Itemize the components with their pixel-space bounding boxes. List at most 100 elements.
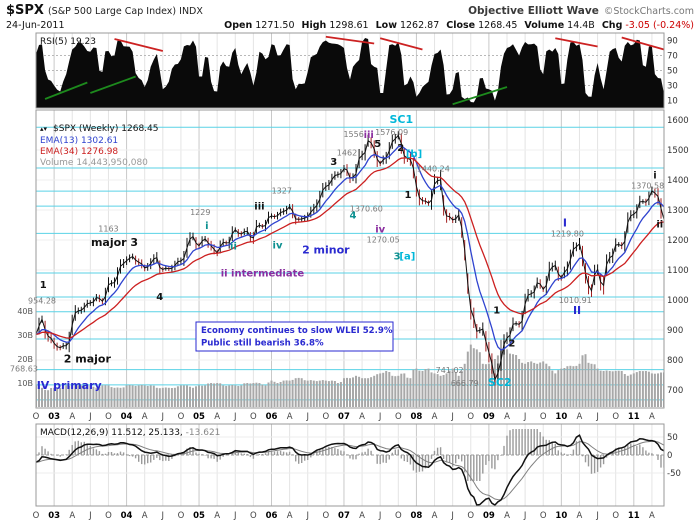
x-axis-label-bottom: J xyxy=(161,511,165,521)
volume-bar xyxy=(506,349,508,407)
x-axis-label-bottom: O xyxy=(540,511,547,521)
volume-label: Volume xyxy=(524,20,565,31)
volume-bar xyxy=(617,370,620,407)
volume-bar xyxy=(207,383,210,407)
volume-bar xyxy=(65,385,68,407)
wave-annotation: 2 xyxy=(397,143,404,154)
wave-annotation: II xyxy=(573,304,581,317)
volume-bar xyxy=(336,383,339,407)
macd-histogram-bar xyxy=(319,449,321,455)
volume-bar xyxy=(276,383,279,407)
volume-bar xyxy=(433,373,436,407)
rsi-legend: RSI(5) 19.23 xyxy=(40,37,96,47)
volume-bar xyxy=(249,383,252,407)
wave-annotation: SC1 xyxy=(389,113,413,126)
volume-bar xyxy=(210,383,213,407)
volume-ytick-label: 40B xyxy=(17,307,33,316)
volume-bar xyxy=(297,377,300,407)
macd-histogram-bar xyxy=(642,447,644,455)
macd-histogram-bar xyxy=(267,450,270,455)
macd-histogram-bar xyxy=(110,452,113,455)
volume-bar xyxy=(629,374,632,407)
volume-bar xyxy=(623,374,626,407)
macd-histogram-bar xyxy=(213,455,215,459)
wave-annotation: 2 major xyxy=(64,352,112,365)
volume-bar xyxy=(53,387,56,407)
macd-histogram-bar xyxy=(298,455,300,464)
volume-bar xyxy=(44,389,47,407)
volume-bar xyxy=(77,385,80,407)
macd-histogram-bar xyxy=(445,455,448,463)
volume-bar xyxy=(533,362,536,407)
volume-bar xyxy=(361,378,364,407)
macd-histogram-bar xyxy=(560,452,562,455)
volume-bar xyxy=(170,388,173,407)
volume-bar xyxy=(92,386,95,407)
macd-histogram-bar xyxy=(391,452,393,455)
x-axis-label-bottom: J xyxy=(450,511,454,521)
wave-annotation: 1219.80 xyxy=(551,229,584,238)
volume-bar xyxy=(312,380,315,407)
volume-bar xyxy=(391,375,394,407)
wave-annotation: [b] xyxy=(406,149,422,160)
macd-histogram-bar xyxy=(282,451,285,455)
wave-annotation: 954.28 xyxy=(28,297,56,306)
macd-histogram-bar xyxy=(128,455,131,457)
macd-histogram-bar xyxy=(291,454,294,455)
x-axis-label: O xyxy=(178,412,185,422)
volume-bar xyxy=(56,388,59,407)
volume-bar xyxy=(632,373,635,407)
volume-bar xyxy=(430,372,433,407)
macd-histogram-bar xyxy=(406,455,409,462)
volume-bar xyxy=(457,375,460,407)
x-axis-label-bottom: 05 xyxy=(193,511,205,521)
x-axis-label: A xyxy=(432,412,438,422)
volume-bar xyxy=(626,375,629,407)
volume-bar xyxy=(352,377,354,407)
macd-histogram-bar xyxy=(56,455,58,456)
ema13-legend: EMA(13) 1302.61 xyxy=(40,136,118,146)
wave-annotation: ii xyxy=(656,219,663,230)
wave-annotation: [a] xyxy=(399,252,415,263)
x-axis-label: A xyxy=(142,412,148,422)
volume-bar xyxy=(385,371,388,407)
volume-bar xyxy=(339,382,342,407)
rsi-ytick-label: 50 xyxy=(667,67,678,77)
x-axis-label-bottom: A xyxy=(504,511,510,521)
volume-bar xyxy=(300,378,303,407)
high-value: 1298.61 xyxy=(329,20,369,31)
wave-annotation: 1229 xyxy=(190,208,210,217)
volume-bar xyxy=(285,380,288,407)
volume-bar xyxy=(451,368,454,407)
volume-ytick-label: 30B xyxy=(17,331,33,340)
macd-histogram-bar xyxy=(171,455,173,459)
macd-histogram-bar xyxy=(621,448,623,455)
macd-histogram-bar xyxy=(150,455,152,463)
open-value: 1271.50 xyxy=(255,20,295,31)
macd-histogram-bar xyxy=(340,450,342,455)
macd-histogram-bar xyxy=(322,448,324,455)
macd-histogram-bar xyxy=(68,449,70,455)
volume-bar xyxy=(584,354,587,407)
volume-bar xyxy=(590,363,593,407)
volume-bar xyxy=(167,387,170,407)
volume-bar xyxy=(258,383,261,407)
x-axis-label: O xyxy=(105,412,112,422)
wave-annotation: 1440.24 xyxy=(417,165,450,174)
open-label: Open xyxy=(224,20,253,31)
volume-bar xyxy=(515,355,518,407)
macd-histogram-bar xyxy=(89,445,91,455)
volume-bar xyxy=(270,380,273,407)
volume-bar xyxy=(400,373,403,407)
rsi-area xyxy=(36,38,664,108)
volume-bar xyxy=(98,386,101,407)
x-axis-label: J xyxy=(595,412,599,422)
x-axis-label-bottom: A xyxy=(214,511,220,521)
x-axis-label: O xyxy=(322,412,329,422)
stockcharts-credit-link[interactable]: ©StockCharts.com xyxy=(603,6,694,17)
volume-bar xyxy=(149,385,152,407)
macd-histogram-bar xyxy=(587,455,590,467)
volume-bar xyxy=(611,371,614,407)
macd-histogram-bar xyxy=(403,455,405,462)
volume-bar xyxy=(638,371,641,407)
